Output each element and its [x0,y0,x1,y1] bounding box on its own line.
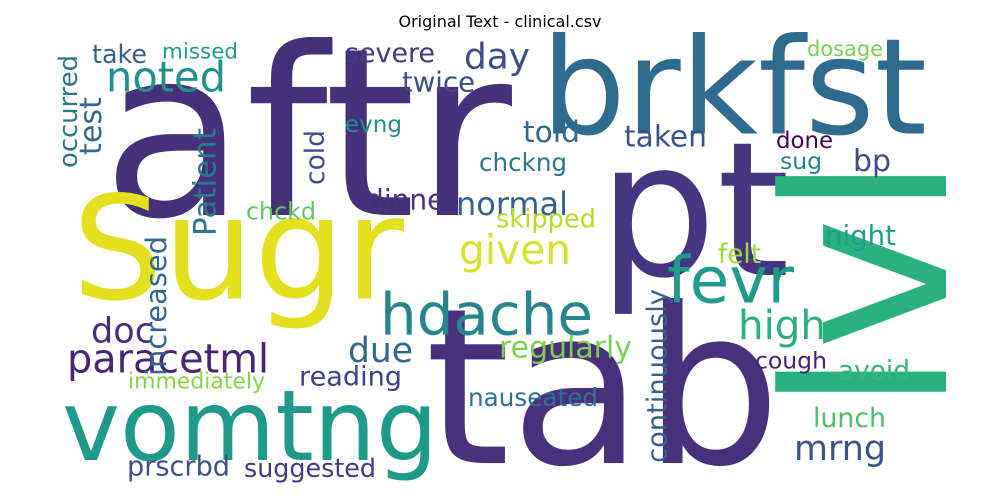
word-skipped: skipped [496,205,596,235]
word-missed: missed [162,40,238,65]
word-told: told [523,115,580,150]
word-suggested: suggested [244,453,376,483]
word-cough: cough [755,347,827,375]
word-occurred: occurred [54,55,84,168]
word-prscrbd: prscrbd [127,452,230,483]
word-chckd: chckd [246,198,316,226]
word-felt: felt [718,240,761,270]
word-twice: twice [402,67,475,99]
word-tab: tab [425,262,781,500]
word-due: due [348,331,413,371]
word-regularly: regularly [499,331,632,366]
word-hdache: hdache [380,281,593,349]
word-evng: evng [345,112,402,138]
word-take: take [92,39,147,69]
word-severe: severe [345,38,435,69]
word-immediately: immediately [128,370,265,395]
word-done: done [776,128,833,154]
word-normal: normal [456,185,568,223]
word-increased: increased [139,236,173,376]
word-taken: taken [624,119,707,154]
word-bp: bp [853,144,891,179]
word-chckng: chckng [479,148,567,177]
word-pt: pt [598,102,790,320]
word-avoid: avoid [838,357,910,387]
word-night: night [825,219,896,252]
word-paracetml: paracetml [67,337,269,383]
word-mrng: mrng [794,429,886,469]
word-aftr: aftr [102,0,513,271]
word-brkfst: brkfst [541,11,927,166]
word-day: day [464,37,530,78]
word-continuously: continuously [643,289,674,463]
word-fevr: fevr [667,244,795,319]
chart-title: Original Text - clinical.csv [398,12,602,31]
word-test: test [74,97,109,155]
word-high: high [738,302,826,349]
word-noted: noted [106,53,226,102]
word-lvl: lvl [738,155,1000,413]
word-doc: doc [91,311,154,352]
word-vomtng: vomtng [62,370,438,484]
word-dinner: dinner [366,184,456,217]
word-sug: sug [780,147,822,175]
word-cold: cold [300,130,331,185]
word-dosage: dosage [807,37,883,61]
word-patient: Patient [188,128,224,236]
word-reading: reading [299,362,402,393]
word-nauseated: nauseated [468,383,598,412]
word-given: given [459,226,571,274]
word-sugr: Sugr [72,166,404,333]
word-lunch: lunch [813,403,886,434]
